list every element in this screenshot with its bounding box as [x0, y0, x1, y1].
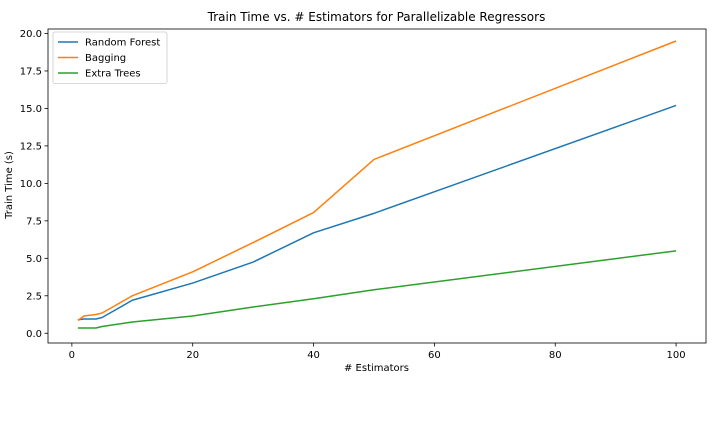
series-line-bagging	[77, 40, 677, 322]
legend-box	[52, 31, 168, 84]
series-line-extra-trees	[77, 250, 677, 329]
x-tick-label: 100	[667, 350, 686, 361]
y-axis-label: Train Time (s)	[4, 151, 15, 220]
y-tick-label: 15.0	[20, 104, 42, 115]
y-tick-label: 12.5	[20, 141, 42, 152]
legend-label: Bagging	[85, 53, 126, 64]
x-axis-label: # Estimators	[344, 363, 409, 374]
y-tick-label: 10.0	[20, 179, 42, 190]
y-tick-label: 2.5	[26, 291, 42, 302]
x-tick-label: 0	[69, 350, 75, 361]
axes-layer: 0 20 40 60 80 100 0.0 2.5 5.0 7.5 10.0 12.5 15.0 17.5…	[20, 28, 707, 361]
y-tick-label: 0.0	[26, 329, 42, 340]
y-tick-label: 7.5	[26, 216, 42, 227]
x-tick-label: 60	[428, 350, 441, 361]
y-tick-label: 20.0	[20, 29, 42, 40]
chart-title: Train Time vs. # Estimators for Parallel…	[207, 10, 546, 24]
legend-label: Extra Trees	[85, 69, 141, 80]
series-line-random-forest	[77, 104, 677, 321]
legend-label: Random Forest	[85, 38, 160, 49]
series-layer	[77, 40, 677, 329]
x-tick-label: 40	[307, 350, 320, 361]
plot-frame	[47, 28, 707, 344]
y-tick-label: 17.5	[20, 66, 42, 77]
x-tick-label: 20	[186, 350, 199, 361]
y-tick-label: 5.0	[26, 254, 42, 265]
legend: Random Forest Bagging Extra Trees	[52, 31, 168, 84]
x-tick-label: 80	[549, 350, 562, 361]
